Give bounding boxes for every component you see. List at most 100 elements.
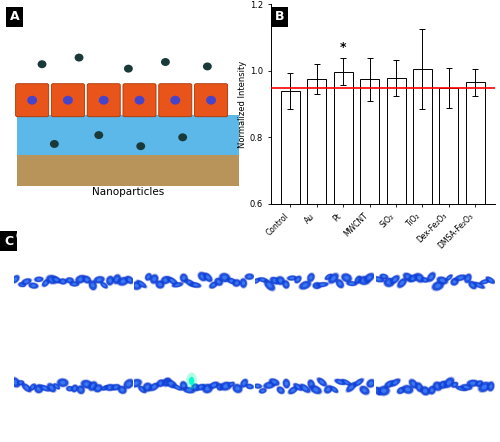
Ellipse shape	[302, 283, 308, 287]
Text: DMSA-Fe₂O₃: DMSA-Fe₂O₃	[378, 338, 424, 347]
Ellipse shape	[217, 280, 220, 284]
Circle shape	[27, 96, 37, 105]
Ellipse shape	[148, 382, 160, 392]
Ellipse shape	[478, 381, 491, 393]
Ellipse shape	[114, 386, 118, 389]
Ellipse shape	[108, 278, 112, 283]
Ellipse shape	[290, 277, 294, 279]
Ellipse shape	[20, 284, 24, 286]
Ellipse shape	[94, 385, 102, 392]
Ellipse shape	[88, 381, 97, 391]
Ellipse shape	[50, 386, 54, 390]
Ellipse shape	[101, 385, 109, 391]
Ellipse shape	[91, 283, 94, 287]
Ellipse shape	[296, 278, 300, 281]
Text: SiO₂: SiO₂	[16, 338, 32, 347]
Ellipse shape	[134, 284, 139, 288]
Ellipse shape	[82, 275, 92, 284]
Ellipse shape	[320, 283, 325, 286]
Ellipse shape	[34, 385, 43, 393]
Ellipse shape	[252, 278, 261, 284]
Ellipse shape	[475, 380, 484, 388]
Ellipse shape	[300, 281, 311, 290]
Ellipse shape	[120, 279, 126, 283]
Ellipse shape	[156, 380, 165, 387]
Ellipse shape	[446, 274, 452, 281]
Ellipse shape	[11, 274, 20, 284]
Ellipse shape	[182, 276, 186, 280]
Ellipse shape	[443, 377, 455, 389]
Ellipse shape	[34, 276, 44, 282]
Ellipse shape	[116, 276, 130, 286]
Ellipse shape	[233, 384, 242, 393]
Ellipse shape	[89, 281, 96, 290]
Ellipse shape	[309, 385, 322, 395]
Ellipse shape	[346, 382, 356, 392]
Ellipse shape	[132, 282, 141, 290]
Ellipse shape	[358, 276, 370, 285]
Ellipse shape	[396, 277, 407, 289]
Ellipse shape	[24, 280, 28, 283]
Ellipse shape	[470, 382, 476, 385]
Ellipse shape	[369, 381, 373, 385]
FancyBboxPatch shape	[194, 84, 228, 117]
Ellipse shape	[330, 385, 339, 393]
Ellipse shape	[393, 278, 397, 282]
Ellipse shape	[275, 275, 285, 286]
Ellipse shape	[263, 279, 276, 292]
Ellipse shape	[70, 282, 79, 286]
Ellipse shape	[430, 388, 434, 392]
Ellipse shape	[88, 381, 98, 392]
Ellipse shape	[76, 275, 86, 283]
Ellipse shape	[424, 279, 426, 281]
Ellipse shape	[146, 385, 150, 389]
Ellipse shape	[196, 383, 207, 391]
Ellipse shape	[320, 380, 324, 384]
Ellipse shape	[285, 381, 288, 386]
Ellipse shape	[88, 280, 98, 291]
Ellipse shape	[390, 275, 400, 284]
Ellipse shape	[256, 385, 260, 387]
Ellipse shape	[142, 382, 153, 392]
Ellipse shape	[300, 384, 310, 393]
Ellipse shape	[324, 385, 333, 394]
Ellipse shape	[140, 388, 144, 391]
Text: *: *	[340, 41, 346, 54]
Ellipse shape	[450, 381, 459, 388]
Ellipse shape	[349, 385, 354, 389]
Ellipse shape	[182, 386, 196, 394]
Ellipse shape	[276, 386, 285, 395]
Ellipse shape	[126, 276, 134, 284]
Ellipse shape	[417, 276, 422, 280]
Ellipse shape	[129, 378, 143, 388]
Ellipse shape	[328, 273, 338, 283]
Bar	[18, 155, 239, 186]
Ellipse shape	[236, 386, 240, 390]
Ellipse shape	[138, 386, 146, 393]
Ellipse shape	[97, 278, 102, 281]
Ellipse shape	[403, 273, 413, 281]
Ellipse shape	[248, 275, 252, 278]
Ellipse shape	[310, 385, 322, 394]
Ellipse shape	[267, 384, 272, 387]
Ellipse shape	[130, 379, 141, 387]
Ellipse shape	[30, 384, 36, 391]
Ellipse shape	[50, 278, 54, 282]
Ellipse shape	[81, 380, 92, 389]
Ellipse shape	[459, 387, 464, 390]
Ellipse shape	[159, 381, 162, 385]
Ellipse shape	[193, 284, 198, 286]
FancyBboxPatch shape	[87, 84, 120, 117]
Bar	[281, 91, 300, 403]
Ellipse shape	[205, 386, 210, 391]
Circle shape	[170, 96, 180, 105]
Ellipse shape	[180, 381, 188, 391]
Ellipse shape	[199, 386, 203, 389]
Ellipse shape	[490, 384, 492, 389]
Ellipse shape	[450, 277, 460, 286]
Ellipse shape	[155, 280, 165, 289]
Ellipse shape	[420, 386, 430, 395]
Ellipse shape	[482, 281, 487, 283]
Ellipse shape	[414, 381, 424, 393]
Ellipse shape	[411, 276, 416, 280]
